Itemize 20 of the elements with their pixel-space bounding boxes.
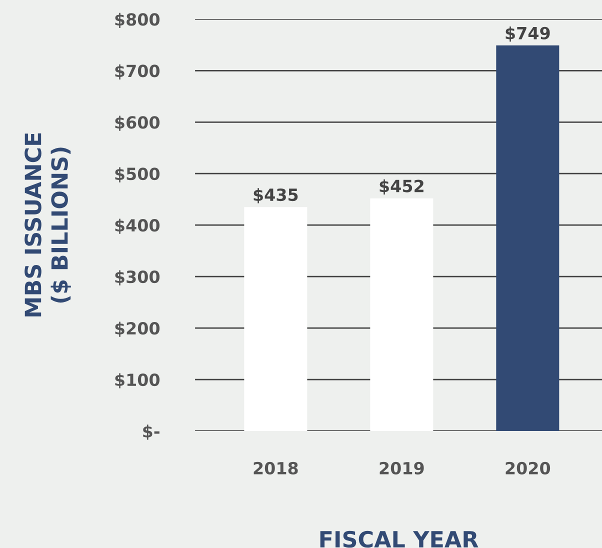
y-tick-label: $400: [115, 218, 160, 234]
y-tick-label: $200: [115, 322, 160, 337]
x-axis-title: FISCAL YEAR: [320, 530, 478, 548]
bar: [370, 198, 434, 431]
data-label: $452: [380, 179, 424, 195]
y-axis-title: MBS ISSUANCE ($ BILLIONS): [24, 133, 71, 316]
x-tick-label: 2019: [380, 462, 424, 474]
y-tick-label: $800: [115, 12, 160, 28]
data-label: $749: [506, 26, 550, 42]
y-tick-label: $700: [115, 64, 160, 80]
y-tick-label: $600: [115, 116, 160, 131]
x-tick-label: 2018: [254, 462, 298, 474]
x-tick-label: 2020: [506, 462, 550, 474]
y-tick-label: $-: [143, 424, 160, 440]
y-tick-label: $300: [115, 270, 160, 286]
bar: [496, 45, 560, 431]
data-label: $435: [254, 188, 298, 204]
y-tick-label: $100: [115, 373, 160, 388]
y-tick-label: $500: [115, 167, 160, 182]
bar: [244, 207, 308, 431]
